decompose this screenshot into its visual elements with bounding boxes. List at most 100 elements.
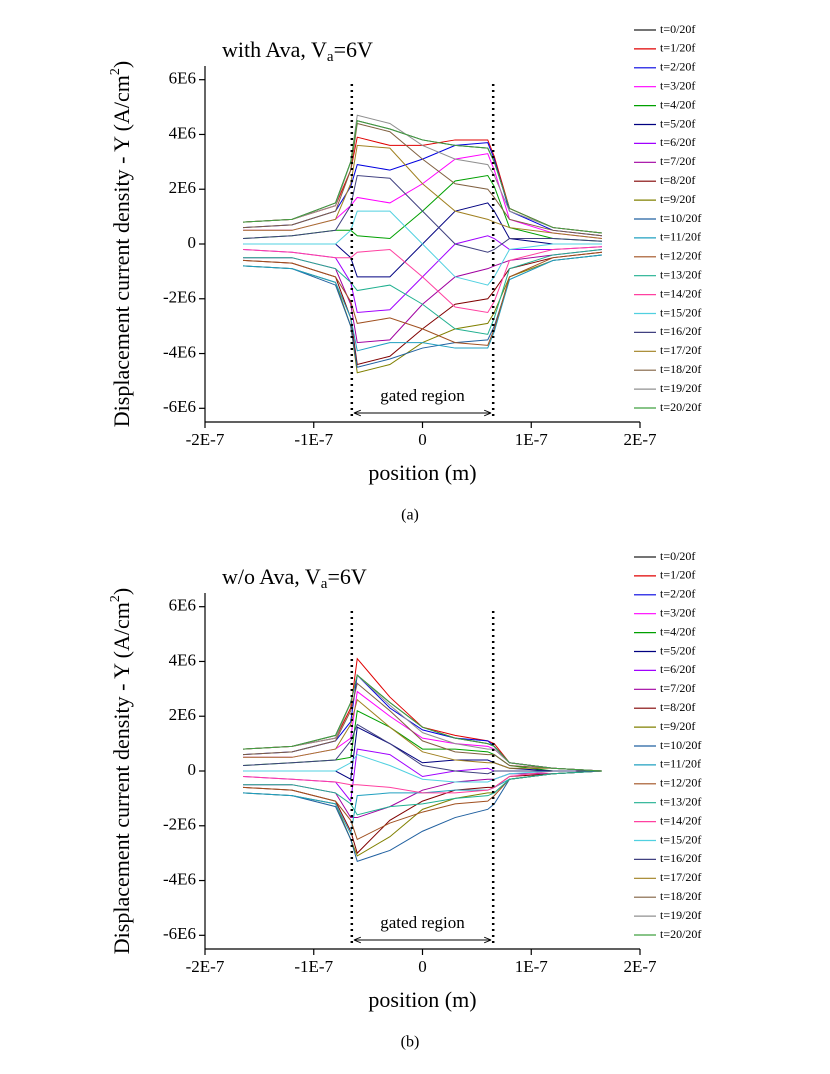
series-line <box>243 657 602 772</box>
legend-label: t=14/20f <box>660 813 701 827</box>
series-line <box>243 682 602 772</box>
title-text: with Ava, V <box>222 37 327 62</box>
series-line <box>243 674 602 772</box>
series-line <box>243 770 602 836</box>
legend-label: t=5/20f <box>660 116 695 130</box>
series-line <box>243 175 602 253</box>
series-line <box>243 210 602 286</box>
legend-label: t=6/20f <box>660 662 695 676</box>
y-tick-label: 4E6 <box>169 123 196 142</box>
legend-label: t=9/20f <box>660 719 695 733</box>
legend-label: t=18/20f <box>660 362 701 376</box>
x-tick-label: 1E-7 <box>515 957 549 976</box>
x-tick-label: -1E-7 <box>294 957 333 976</box>
series-line <box>243 770 602 819</box>
y-tick-label: 0 <box>188 233 197 252</box>
legend-label: t=12/20f <box>660 249 701 263</box>
y-label-superscript: 2 <box>108 68 123 75</box>
legend-label: t=20/20f <box>660 927 701 941</box>
title-after: =6V <box>334 37 373 62</box>
legend-label: t=0/20f <box>660 549 695 563</box>
y-tick-label: 2E6 <box>169 178 196 197</box>
series-line <box>243 122 602 237</box>
title-subscript: a <box>327 49 334 65</box>
legend-label: t=15/20f <box>660 305 701 319</box>
legend-label: t=4/20f <box>660 624 695 638</box>
legend-label: t=15/20f <box>660 832 701 846</box>
legend-label: t=2/20f <box>660 60 695 74</box>
legend-label: t=16/20f <box>660 851 701 865</box>
legend-label: t=1/20f <box>660 41 695 55</box>
series-line <box>243 690 602 772</box>
series-line <box>243 770 602 816</box>
x-tick-label: 1E-7 <box>515 430 549 449</box>
series-line <box>243 144 602 240</box>
x-axis-label: position (m) <box>368 460 476 485</box>
series-line <box>243 723 602 775</box>
y-axis-label: Displacement current density - Y (A/cm2) <box>108 588 134 954</box>
legend-label: t=6/20f <box>660 135 695 149</box>
legend-label: t=3/20f <box>660 78 695 92</box>
x-tick-label: 2E-7 <box>623 957 657 976</box>
chart-title: w/o Ava, Va=6V <box>222 564 367 592</box>
legend-label: t=19/20f <box>660 381 701 395</box>
y-tick-label: -2E6 <box>163 815 196 834</box>
legend-label: t=0/20f <box>660 22 695 36</box>
series-line <box>243 114 602 234</box>
y-tick-label: -4E6 <box>163 869 196 888</box>
legend-label: t=19/20f <box>660 908 701 922</box>
gate-label: gated region <box>380 913 465 932</box>
x-tick-label: -1E-7 <box>294 430 333 449</box>
legend-label: t=5/20f <box>660 643 695 657</box>
caption: (b) <box>401 1034 420 1051</box>
legend-label: t=13/20f <box>660 267 701 281</box>
title-after: =6V <box>327 564 366 589</box>
series-line <box>243 120 602 234</box>
gate-label-bg <box>364 386 481 406</box>
chart-title: with Ava, Va=6V <box>222 37 373 65</box>
legend-label: t=8/20f <box>660 700 695 714</box>
x-tick-label: -2E-7 <box>186 957 225 976</box>
y-tick-label: 6E6 <box>169 69 196 88</box>
y-tick-label: -6E6 <box>163 397 196 416</box>
x-axis-label: position (m) <box>368 987 476 1012</box>
y-label-text: Displacement current density - Y (A/cm <box>109 602 134 954</box>
gate-label-bg <box>364 913 481 933</box>
series-line <box>243 770 602 794</box>
y-label-superscript: 2 <box>108 595 123 602</box>
series-line <box>243 770 602 841</box>
series-line <box>243 254 602 368</box>
x-tick-label: 2E-7 <box>623 430 657 449</box>
y-tick-label: 2E6 <box>169 705 196 724</box>
legend-label: t=14/20f <box>660 286 701 300</box>
series-line <box>243 120 602 234</box>
y-tick-label: 0 <box>188 760 197 779</box>
y-label-after: ) <box>109 61 134 68</box>
legend-label: t=7/20f <box>660 154 695 168</box>
caption: (a) <box>401 507 419 524</box>
series-line <box>243 202 602 278</box>
legend-label: t=18/20f <box>660 889 701 903</box>
gate-label: gated region <box>380 386 465 405</box>
legend-label: t=10/20f <box>660 211 701 225</box>
legend-label: t=17/20f <box>660 343 701 357</box>
legend-label: t=1/20f <box>660 568 695 582</box>
series-line <box>243 698 602 772</box>
series-line <box>243 753 602 783</box>
legend-label: t=11/20f <box>660 757 701 771</box>
series-line <box>243 246 602 314</box>
series-line <box>243 142 602 237</box>
legend-label: t=16/20f <box>660 324 701 338</box>
legend-label: t=20/20f <box>660 400 701 414</box>
series-line <box>243 251 602 346</box>
legend-label: t=11/20f <box>660 230 701 244</box>
legend-label: t=4/20f <box>660 97 695 111</box>
legend-label: t=17/20f <box>660 870 701 884</box>
y-label-text: Displacement current density - Y (A/cm <box>109 75 134 427</box>
y-axis-label: Displacement current density - Y (A/cm2) <box>108 61 134 427</box>
legend-label: t=3/20f <box>660 605 695 619</box>
series-line <box>243 136 602 234</box>
legend-label: t=13/20f <box>660 794 701 808</box>
legend-label: t=12/20f <box>660 776 701 790</box>
legend-label: t=8/20f <box>660 173 695 187</box>
